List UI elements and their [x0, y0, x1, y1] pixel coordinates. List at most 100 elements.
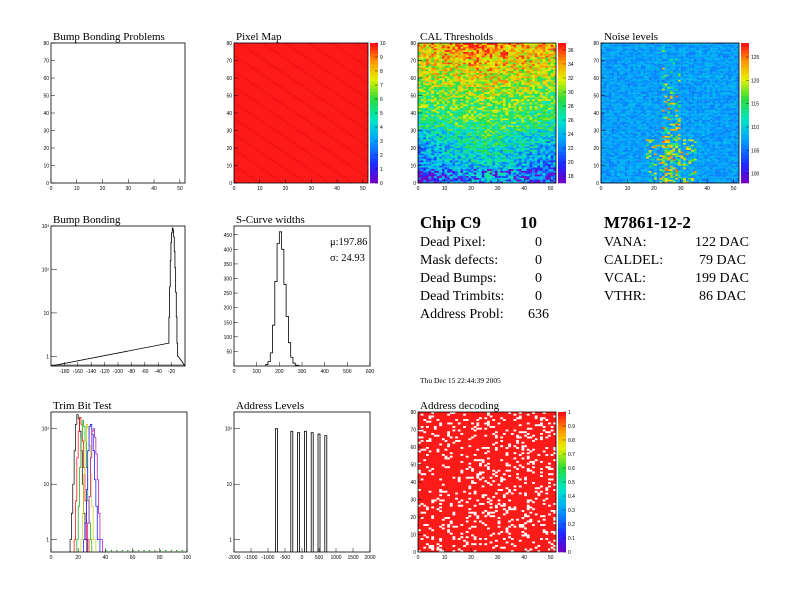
heatmap-cell [308, 90, 312, 93]
heatmap-cell [654, 179, 657, 182]
heatmap-cell [449, 55, 453, 58]
heatmap-cell [444, 76, 448, 79]
heatmap-cell [518, 106, 522, 108]
heatmap-cell [479, 99, 482, 101]
heatmap-cell [497, 60, 501, 63]
heatmap-cell [425, 93, 429, 96]
heatmap-cell [455, 142, 458, 145]
heatmap-cell [452, 172, 456, 175]
heatmap-cell [423, 153, 427, 156]
heatmap-cell [505, 86, 509, 89]
heatmap-cell [526, 114, 530, 117]
heatmap-cell [471, 76, 474, 79]
heatmap-cell [468, 176, 472, 178]
heatmap-cell [545, 132, 549, 135]
heatmap-cell [428, 127, 432, 129]
heatmap-cell [505, 71, 509, 73]
heatmap-cell [518, 177, 522, 180]
heatmap-cell [513, 111, 517, 114]
heatmap-cell [425, 120, 429, 122]
heatmap-cell [452, 83, 456, 86]
heatmap-cell [280, 102, 284, 105]
heatmap-cell [447, 127, 450, 129]
heatmap-cell [257, 134, 260, 136]
heatmap-cell [431, 53, 435, 56]
heatmap-cell [542, 104, 546, 107]
heatmap-cell [436, 134, 440, 136]
heatmap-cell [550, 106, 554, 108]
heatmap-cell [494, 146, 498, 149]
heatmap-cell [707, 179, 710, 182]
heatmap-cell [425, 148, 429, 150]
heatmap-cell [425, 74, 429, 77]
heatmap-cell [479, 74, 482, 77]
heatmap-cell [545, 102, 549, 105]
heatmap-cell [447, 95, 450, 98]
heatmap-cell [463, 123, 466, 126]
heatmap-cell [365, 144, 369, 147]
heatmap-cell [532, 162, 535, 164]
heatmap-cell [473, 181, 477, 184]
heatmap-cell [723, 181, 726, 184]
heatmap-cell [651, 179, 655, 182]
heatmap-cell [484, 88, 488, 91]
heatmap-cell [537, 174, 541, 177]
heatmap-cell [468, 71, 472, 73]
heatmap-cell [457, 53, 461, 56]
heatmap-cell [532, 109, 535, 112]
heatmap-cell [521, 81, 525, 84]
heatmap-cell [545, 148, 549, 150]
colorbar-step [558, 74, 566, 79]
heatmap-cell [463, 148, 466, 150]
heatmap-cell [526, 57, 530, 59]
heatmap-cell [521, 111, 525, 114]
heatmap-cell [444, 162, 448, 164]
heatmap-cell [468, 62, 472, 65]
heatmap-cell [500, 60, 504, 63]
heatmap-cell [524, 135, 527, 138]
heatmap-cell [423, 118, 427, 121]
heatmap-cell [479, 177, 482, 180]
heatmap-cell [447, 62, 450, 65]
heatmap-cell [444, 137, 448, 140]
heatmap-cell [473, 100, 477, 103]
heatmap-cell [516, 69, 519, 72]
heatmap-cell [545, 90, 549, 93]
heatmap-cell [270, 158, 273, 161]
heatmap-cell [444, 69, 448, 72]
heatmap-cell [280, 149, 284, 152]
heatmap-cell [425, 167, 429, 170]
heatmap-cell [526, 65, 530, 68]
heatmap-cell [418, 132, 421, 135]
heatmap-cell [428, 142, 432, 145]
heatmap-cell [290, 141, 294, 143]
heatmap-cell [473, 156, 477, 159]
heatmap-cell [487, 44, 490, 47]
heatmap-cell [460, 92, 464, 94]
heatmap-cell [529, 127, 533, 129]
heatmap-cell [465, 127, 469, 129]
heatmap-cell [494, 88, 498, 91]
heatmap-cell [510, 160, 514, 163]
heatmap-cell [270, 174, 273, 177]
heatmap-cell [447, 74, 450, 77]
heatmap-cell [360, 125, 363, 128]
heatmap-cell [521, 44, 525, 47]
heatmap-cell [423, 53, 427, 56]
heatmap-cell [494, 44, 498, 47]
heatmap-cell [529, 95, 533, 98]
heatmap-cell [534, 93, 538, 96]
heatmap-cell [418, 144, 421, 147]
heatmap-cell [510, 162, 514, 164]
heatmap-cell [425, 162, 429, 164]
heatmap-cell [425, 113, 429, 115]
heatmap-cell [542, 153, 546, 156]
heatmap-cell [497, 102, 501, 105]
colorbar-step [558, 155, 566, 159]
heatmap-cell [460, 111, 464, 114]
heatmap-cell [524, 123, 527, 126]
heatmap-cell [234, 55, 237, 58]
heatmap-cell [532, 71, 535, 73]
heatmap-cell [540, 160, 543, 163]
heatmap-cell [529, 142, 533, 145]
